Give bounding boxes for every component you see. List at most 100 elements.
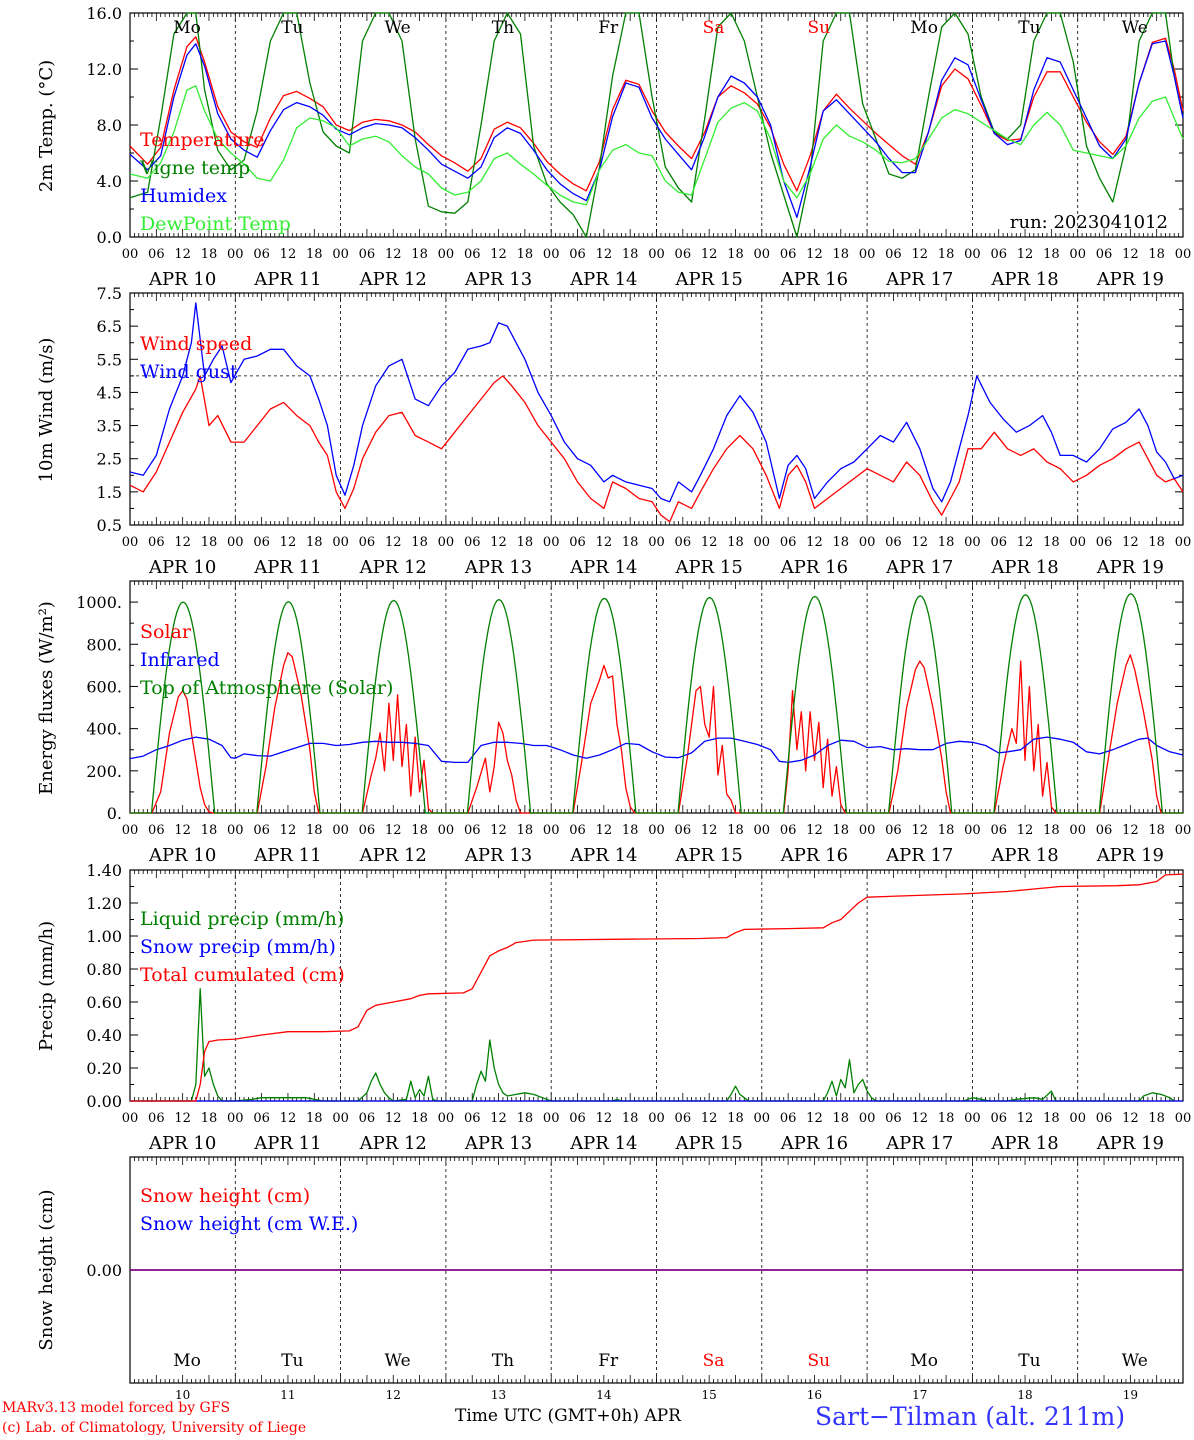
panel-1: 0.0 4.0 8.0 12.0 16.0 2m Temp. (°C) Temperatur… (36, 4, 1191, 290)
panel-4: 0.00 0.20 0.40 0.60 0.80 1.00 1.20 1.40 Precip (… (36, 861, 1191, 1154)
day-date-label: APR 18 (990, 557, 1058, 578)
hour-tick-label: 12 (701, 535, 718, 550)
hour-tick-label: 18 (411, 247, 428, 262)
hour-tick-label: 00 (332, 247, 349, 262)
hour-tick-label: 18 (1148, 823, 1165, 838)
hour-tick-label: 12 (911, 823, 928, 838)
hour-tick-label: 18 (1148, 247, 1165, 262)
hour-tick-label: 00 (227, 535, 244, 550)
day-date-label: APR 14 (569, 269, 637, 290)
hour-tick-label: 06 (885, 535, 902, 550)
y-axis-label: 10m Wind (m/s) (36, 338, 57, 483)
y-tick-label: 0. (107, 804, 122, 823)
run-annotation: run: 2023041012 (1010, 212, 1168, 233)
day-date-label: APR 16 (780, 845, 848, 866)
hour-tick-label: 12 (1122, 823, 1139, 838)
time-axis-month: APR (644, 1406, 681, 1426)
hour-tick-label: 12 (1017, 535, 1034, 550)
day-number-label: 17 (912, 1388, 927, 1402)
hour-tick-label: 12 (911, 535, 928, 550)
hour-tick-label: 12 (806, 823, 823, 838)
series-top-of-atmosphere-solar-line (130, 593, 1183, 814)
time-axis-label: Time UTC (GMT+0h) (455, 1406, 640, 1426)
hour-tick-label: 12 (911, 247, 928, 262)
hour-tick-label: 18 (201, 535, 218, 550)
hour-tick-label: 12 (385, 1111, 402, 1126)
legend-item: Snow height (cm) (140, 1185, 310, 1207)
hour-tick-label: 06 (569, 247, 586, 262)
day-date-label: APR 12 (359, 845, 427, 866)
hour-tick-label: 00 (438, 247, 455, 262)
weekday-label: Fr (598, 1351, 619, 1371)
hour-tick-label: 00 (859, 247, 876, 262)
day-date-label: APR 11 (253, 1133, 321, 1154)
hour-tick-label: 12 (1122, 247, 1139, 262)
y-axis-label: Energy fluxes (W/m²) (36, 601, 57, 795)
hour-tick-label: 00 (754, 247, 771, 262)
hour-tick-label: 00 (332, 535, 349, 550)
hour-tick-label: 06 (780, 1111, 797, 1126)
hour-tick-label: 12 (1122, 1111, 1139, 1126)
hour-tick-label: 00 (122, 247, 139, 262)
legend-item: Temperature (140, 129, 264, 151)
hour-tick-label: 06 (253, 247, 270, 262)
hour-tick-label: 12 (596, 823, 613, 838)
hour-tick-label: 00 (543, 823, 560, 838)
hour-tick-label: 18 (833, 823, 850, 838)
hour-tick-label: 06 (990, 247, 1007, 262)
hour-tick-label: 06 (675, 247, 692, 262)
hour-tick-label: 06 (148, 535, 165, 550)
weekday-label: Mo (910, 1351, 938, 1371)
hour-tick-label: 00 (754, 823, 771, 838)
hour-tick-label: 06 (990, 1111, 1007, 1126)
y-tick-label: 6.5 (97, 317, 122, 336)
hour-tick-label: 18 (727, 823, 744, 838)
y-tick-label: 0.20 (86, 1059, 122, 1078)
legend-item: DewPoint Temp (140, 213, 291, 235)
hour-tick-label: 00 (964, 247, 981, 262)
legend-item: Snow precip (mm/h) (140, 936, 336, 958)
y-tick-label: 4.0 (97, 172, 122, 191)
day-date-label: APR 12 (359, 269, 427, 290)
weekday-label: Th (492, 1351, 514, 1371)
series-liquid-precip-mm-h-line (130, 988, 1175, 1102)
hour-tick-label: 06 (990, 823, 1007, 838)
hour-tick-label: 00 (122, 823, 139, 838)
hour-tick-label: 00 (1069, 823, 1086, 838)
hour-tick-label: 12 (1017, 823, 1034, 838)
hour-tick-label: 06 (359, 823, 376, 838)
day-number-label: 10 (175, 1388, 190, 1402)
hour-tick-label: 00 (648, 535, 665, 550)
weekday-label: We (1122, 1351, 1148, 1371)
y-tick-label: 600. (86, 677, 122, 696)
hour-tick-label: 00 (648, 1111, 665, 1126)
hour-tick-label: 18 (938, 535, 955, 550)
hour-tick-label: 06 (569, 823, 586, 838)
hour-tick-label: 18 (306, 247, 323, 262)
hour-tick-label: 12 (385, 823, 402, 838)
series-total-cumulated-cm-line (130, 873, 1184, 1102)
day-date-label: APR 19 (1096, 845, 1164, 866)
day-date-label: APR 14 (569, 845, 637, 866)
weekday-label: Tu (1018, 1351, 1040, 1371)
hour-tick-label: 18 (517, 535, 534, 550)
day-date-label: APR 18 (990, 269, 1058, 290)
day-date-label: APR 16 (780, 269, 848, 290)
weekday-label: Fr (598, 18, 619, 38)
legend-item: Solar (140, 621, 192, 643)
weekday-label: Tu (281, 18, 303, 38)
y-tick-label: 16.0 (86, 4, 122, 23)
day-number-label: 18 (1017, 1388, 1032, 1402)
hour-tick-label: 06 (464, 535, 481, 550)
y-tick-label: 12.0 (86, 60, 122, 79)
hour-tick-label: 12 (174, 247, 191, 262)
hour-tick-label: 06 (1096, 1111, 1113, 1126)
hour-tick-label: 12 (280, 247, 297, 262)
hour-tick-label: 12 (806, 1111, 823, 1126)
y-tick-label: 0.0 (97, 228, 122, 247)
hour-tick-label: 00 (1175, 823, 1192, 838)
hour-tick-label: 06 (464, 1111, 481, 1126)
y-tick-label: 0.00 (86, 1261, 122, 1280)
hour-tick-label: 06 (253, 1111, 270, 1126)
weekday-label: We (385, 1351, 411, 1371)
